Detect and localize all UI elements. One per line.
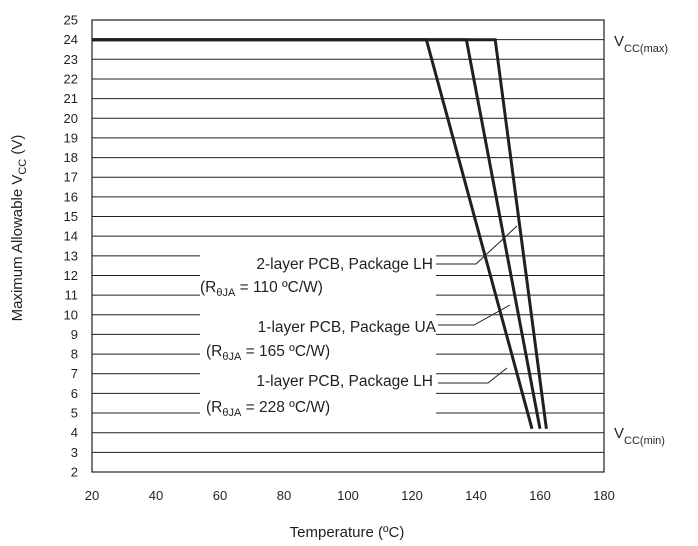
annotation-1layer-lh-line1: 1-layer PCB, Package LH xyxy=(256,373,433,390)
x-tick-label-160: 160 xyxy=(529,488,551,503)
annotation-2layer-lh: 2-layer PCB, Package LH (RθJA = 110 ºC/W… xyxy=(200,250,436,299)
curve-annotations: 2-layer PCB, Package LH (RθJA = 110 ºC/W… xyxy=(200,250,437,419)
y-tick-label-25: 25 xyxy=(64,13,78,28)
annotation-1layer-ua-line1: 1-layer PCB, Package UA xyxy=(258,319,437,336)
annotation-2layer-lh-background xyxy=(200,250,436,296)
x-tick-label-120: 120 xyxy=(401,488,423,503)
annotation-2layer-lh-line1: 2-layer PCB, Package LH xyxy=(256,256,433,273)
y-tick-label-17: 17 xyxy=(64,170,78,185)
x-tick-labels: 20 40 60 80 100 120 140 160 180 xyxy=(85,488,615,503)
y-tick-label-20: 20 xyxy=(64,111,78,126)
x-tick-label-20: 20 xyxy=(85,488,99,503)
x-tick-label-100: 100 xyxy=(337,488,359,503)
leader-1layer-ua xyxy=(438,304,511,326)
annotation-1layer-ua: 1-layer PCB, Package UA (RθJA = 165 ºC/W… xyxy=(200,308,437,366)
x-tick-label-180: 180 xyxy=(593,488,615,503)
y-axis-title-main: Maximum Allowable V xyxy=(9,175,26,322)
y-tick-label-7: 7 xyxy=(71,366,78,381)
y-tick-label-22: 22 xyxy=(64,71,78,86)
y-tick-label-9: 9 xyxy=(71,327,78,342)
annotation-1layer-lh-background xyxy=(200,369,436,419)
y-tick-label-8: 8 xyxy=(71,347,78,362)
y-tick-label-6: 6 xyxy=(71,386,78,401)
y-axis-title: Maximum Allowable VCC (V) xyxy=(9,135,29,322)
y-tick-label-12: 12 xyxy=(64,268,78,283)
vcc-limit-labels: VCC(max) VCC(min) xyxy=(614,33,668,447)
annotation-1layer-lh: 1-layer PCB, Package LH (RθJA = 228 ºC/W… xyxy=(200,369,436,419)
annotation-1layer-lh-line2: (RθJA = 228 ºC/W) xyxy=(206,399,330,419)
annotation-2layer-lh-line2: (RθJA = 110 ºC/W) xyxy=(200,279,323,299)
curve-series-3 xyxy=(92,38,534,430)
y-tick-label-5: 5 xyxy=(71,406,78,421)
x-axis-title: Temperature (ºC) xyxy=(290,524,405,541)
y-tick-label-24: 24 xyxy=(64,32,78,47)
y-tick-label-23: 23 xyxy=(64,52,78,67)
y-tick-label-16: 16 xyxy=(64,189,78,204)
y-tick-label-21: 21 xyxy=(64,91,78,106)
y-tick-label-15: 15 xyxy=(64,209,78,224)
vcc-min-label: VCC(min) xyxy=(614,425,665,447)
y-axis-title-unit: (V) xyxy=(9,135,26,159)
derating-curves xyxy=(92,38,548,430)
plot-frame xyxy=(91,19,605,473)
y-tick-label-13: 13 xyxy=(64,248,78,263)
leader-1layer-lh xyxy=(438,367,508,384)
y-tick-label-4: 4 xyxy=(71,425,78,440)
y-axis-title-subscript: CC xyxy=(17,159,29,175)
y-tick-label-18: 18 xyxy=(64,150,78,165)
y-tick-label-3: 3 xyxy=(71,445,78,460)
y-tick-label-19: 19 xyxy=(64,130,78,145)
annotation-1layer-ua-line2: (RθJA = 165 ºC/W) xyxy=(206,343,330,363)
y-tick-label-2: 2 xyxy=(71,465,78,480)
x-tick-label-80: 80 xyxy=(277,488,291,503)
x-tick-label-40: 40 xyxy=(149,488,163,503)
y-tick-label-10: 10 xyxy=(64,307,78,322)
annotation-leader-lines xyxy=(436,225,518,384)
annotation-1layer-ua-background xyxy=(200,308,436,366)
x-tick-label-140: 140 xyxy=(465,488,487,503)
y-tick-label-14: 14 xyxy=(64,229,78,244)
leader-2layer-lh xyxy=(436,225,518,265)
vcc-max-label: VCC(max) xyxy=(614,33,668,55)
y-tick-label-11: 11 xyxy=(65,288,79,303)
x-tick-label-60: 60 xyxy=(213,488,227,503)
